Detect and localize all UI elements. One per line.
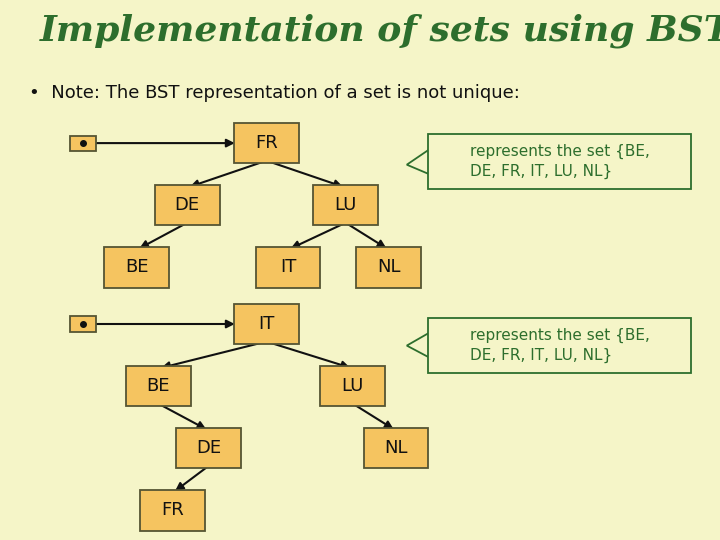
FancyBboxPatch shape xyxy=(256,247,320,287)
FancyBboxPatch shape xyxy=(428,134,691,189)
Text: NL: NL xyxy=(384,439,408,457)
Text: BE: BE xyxy=(147,377,170,395)
Polygon shape xyxy=(407,331,432,359)
Text: •  Note: The BST representation of a set is not unique:: • Note: The BST representation of a set … xyxy=(29,84,520,102)
Text: BE: BE xyxy=(125,258,148,276)
FancyBboxPatch shape xyxy=(70,136,96,151)
Polygon shape xyxy=(407,147,432,176)
Text: represents the set {BE,
DE, FR, IT, LU, NL}: represents the set {BE, DE, FR, IT, LU, … xyxy=(470,144,649,179)
Text: IT: IT xyxy=(258,315,274,333)
FancyBboxPatch shape xyxy=(176,428,241,468)
Text: FR: FR xyxy=(161,501,184,519)
FancyBboxPatch shape xyxy=(320,366,385,407)
FancyBboxPatch shape xyxy=(126,366,191,407)
Text: IT: IT xyxy=(280,258,296,276)
FancyBboxPatch shape xyxy=(104,247,169,287)
Text: NL: NL xyxy=(377,258,400,276)
FancyBboxPatch shape xyxy=(234,303,299,345)
FancyBboxPatch shape xyxy=(313,185,378,226)
Text: DE: DE xyxy=(197,439,221,457)
FancyBboxPatch shape xyxy=(140,490,205,530)
FancyBboxPatch shape xyxy=(364,428,428,468)
Text: LU: LU xyxy=(334,196,357,214)
Text: DE: DE xyxy=(175,196,199,214)
FancyBboxPatch shape xyxy=(70,316,96,332)
FancyBboxPatch shape xyxy=(356,247,421,287)
Text: LU: LU xyxy=(341,377,364,395)
Text: represents the set {BE,
DE, FR, IT, LU, NL}: represents the set {BE, DE, FR, IT, LU, … xyxy=(470,327,649,363)
Text: Implementation of sets using BSTs (2): Implementation of sets using BSTs (2) xyxy=(40,14,720,48)
FancyBboxPatch shape xyxy=(234,123,299,163)
Text: FR: FR xyxy=(255,134,278,152)
FancyBboxPatch shape xyxy=(428,318,691,373)
FancyBboxPatch shape xyxy=(155,185,220,226)
